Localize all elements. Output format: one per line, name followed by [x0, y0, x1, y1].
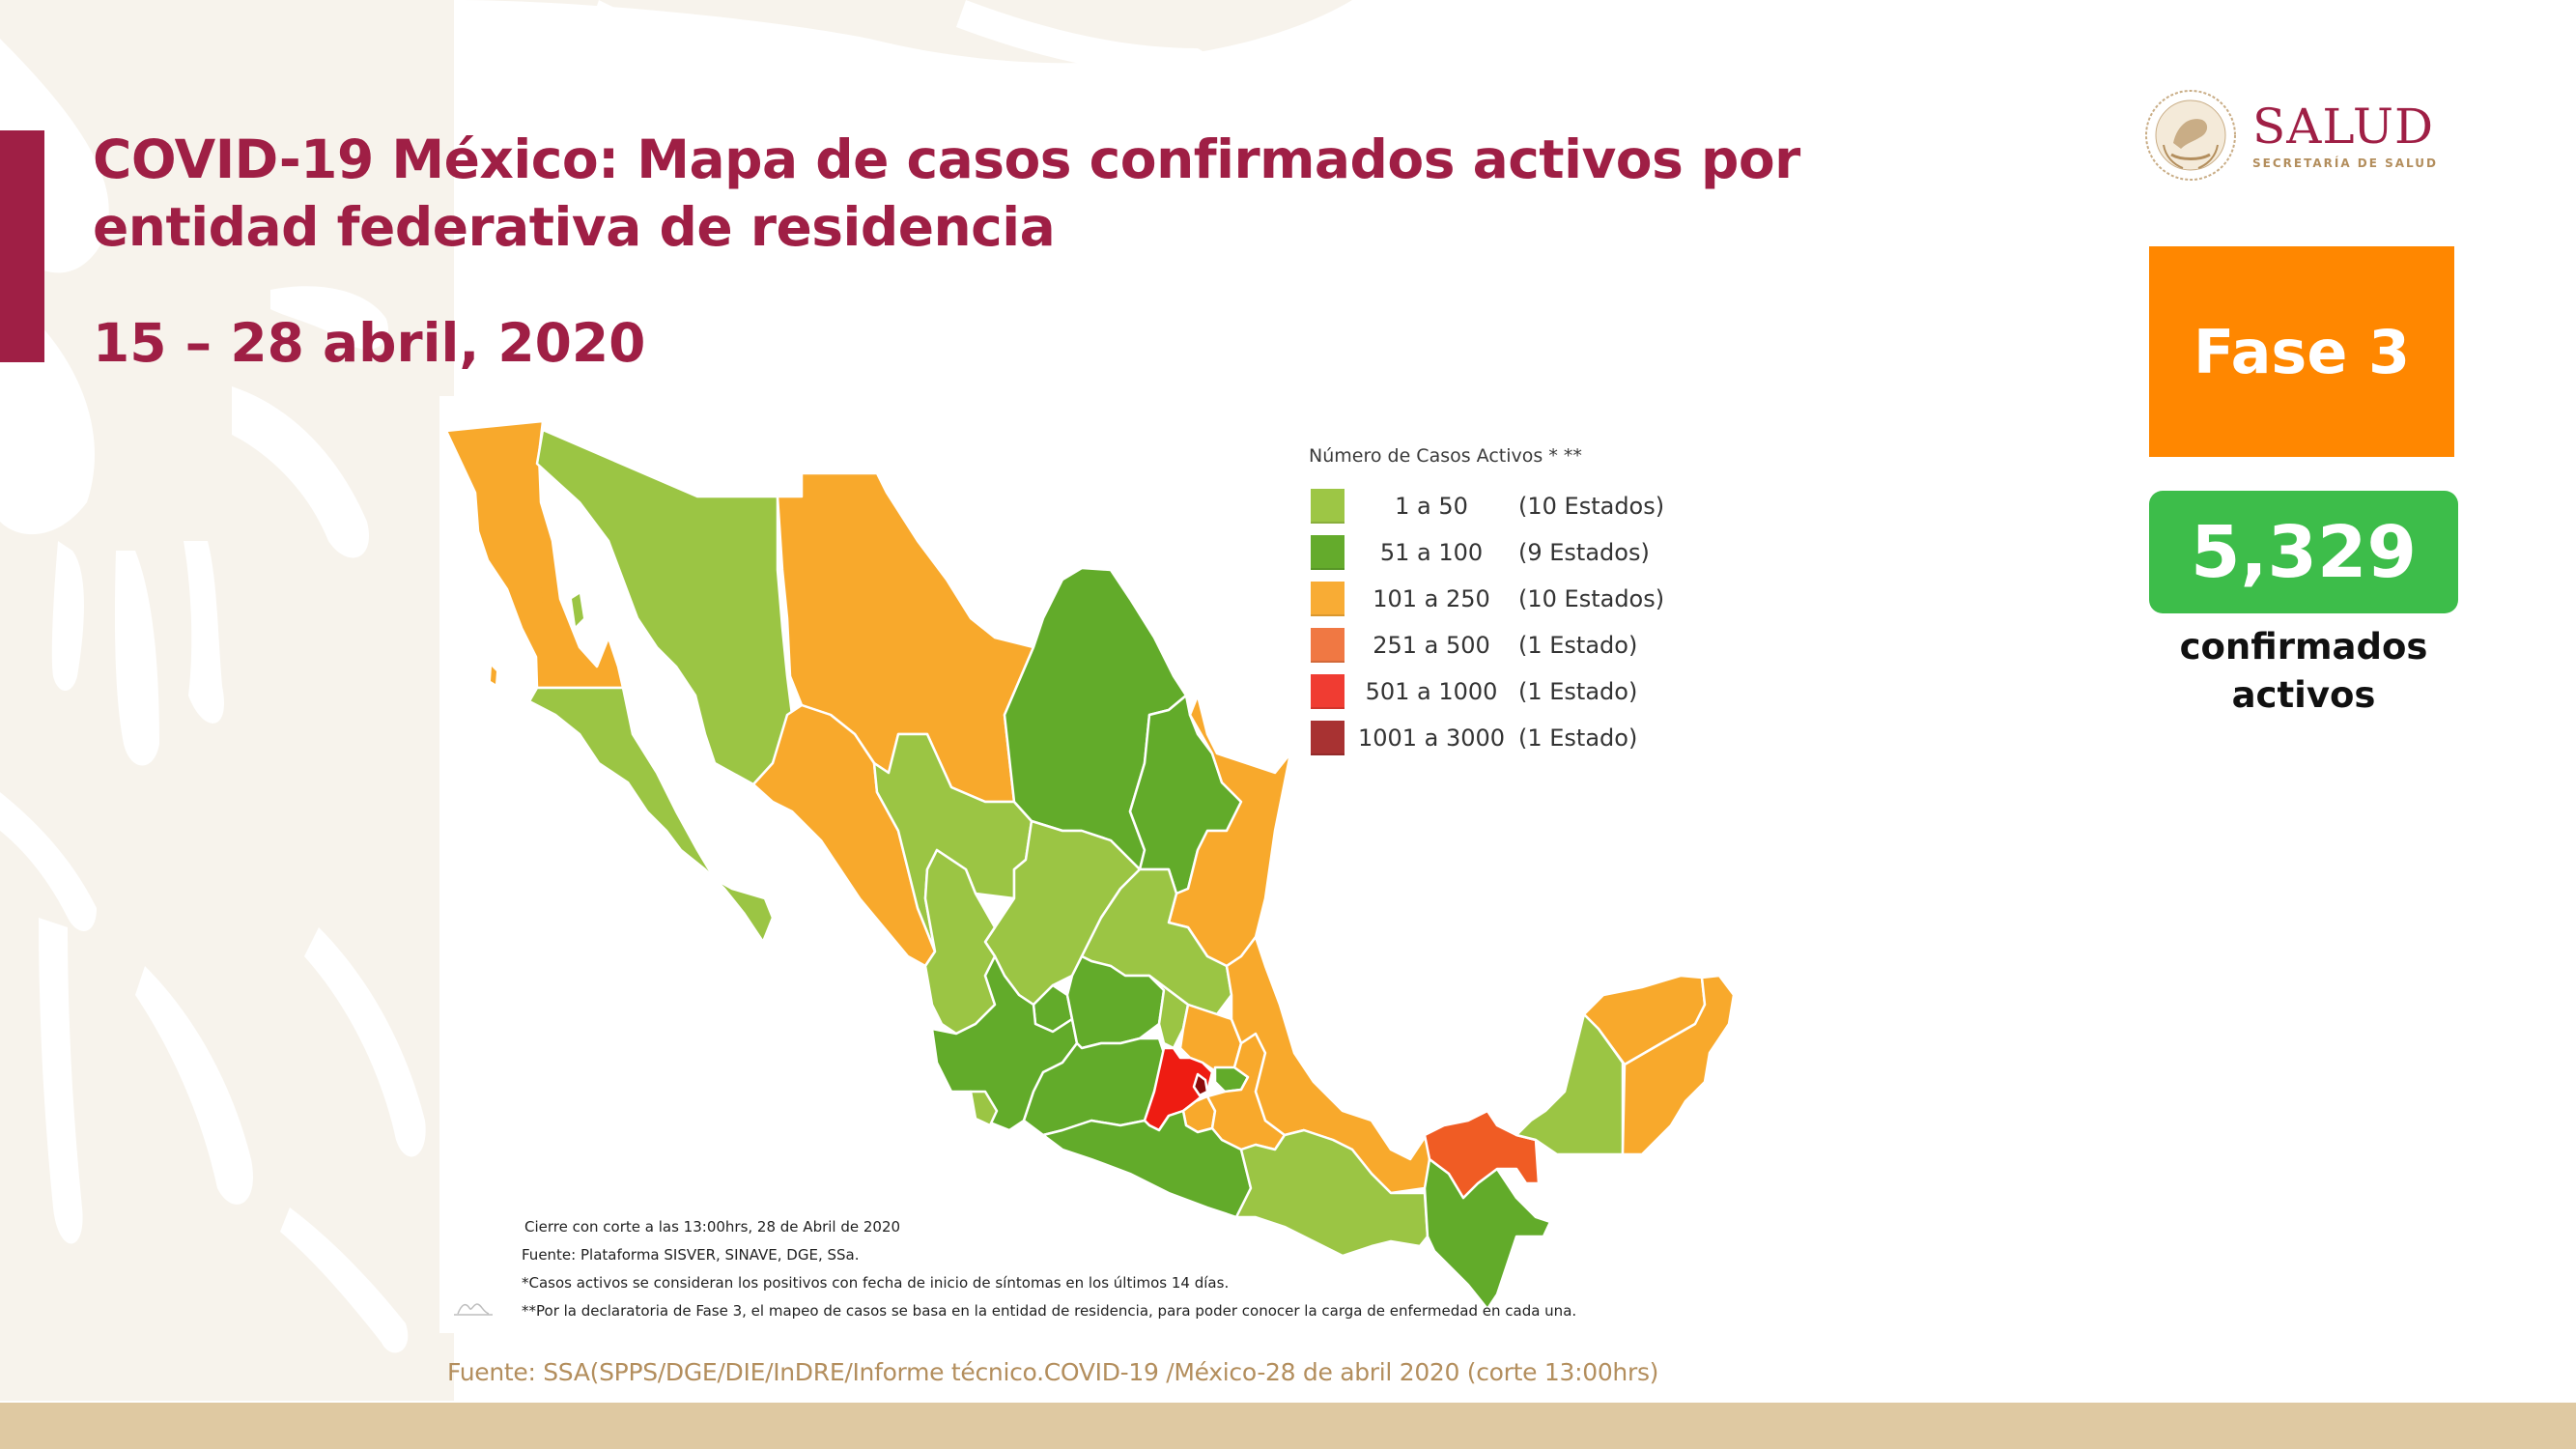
caption-line-2: activos [2231, 674, 2376, 716]
note-source: Fuente: Plataforma SISVER, SINAVE, DGE, … [522, 1246, 860, 1264]
legend-item: 251 a 500 (1 Estado) [1311, 622, 1697, 668]
island-tiburon [572, 594, 583, 626]
state-ciudad-de-mexico[interactable] [1192, 1072, 1209, 1097]
logo-wordmark: SALUD [2252, 99, 2435, 155]
salud-logo: SALUD SECRETARÍA DE SALUD [2142, 87, 2461, 184]
map-notes: Cierre con corte a las 13:00hrs, 28 de A… [522, 1213, 1576, 1325]
state-quintana-roo[interactable] [1621, 974, 1736, 1156]
map-panel [439, 396, 1782, 1333]
note-phase3: **Por la declaratoria de Fase 3, el mape… [522, 1302, 1577, 1320]
state-guerrero[interactable] [1041, 1109, 1253, 1219]
legend-swatch [1311, 535, 1345, 570]
legend-range: 51 a 100 [1379, 539, 1484, 566]
active-count-caption: confirmados activos [2110, 623, 2497, 720]
legend-swatch [1311, 489, 1345, 524]
state-tabasco[interactable] [1423, 1109, 1541, 1200]
background-pattern [0, 0, 1352, 1401]
legend-range: 1001 a 3000 [1357, 724, 1506, 752]
legend-range: 251 a 500 [1373, 632, 1490, 659]
state-guanajuato[interactable] [1065, 954, 1166, 1050]
title-line-1: COVID-19 México: Mapa de casos confirmad… [93, 128, 1800, 190]
legend-count: (9 Estados) [1518, 539, 1650, 566]
page-title: COVID-19 México: Mapa de casos confirmad… [93, 126, 1928, 261]
legend-count: (1 Estado) [1518, 632, 1638, 659]
legend-item: 501 a 1000 (1 Estado) [1311, 668, 1697, 715]
legend-item: 1 a 50 (10 Estados) [1311, 483, 1697, 529]
island-cedros [491, 667, 496, 684]
legend-count: (10 Estados) [1518, 585, 1665, 612]
mexico-choropleth-map [444, 419, 1736, 1311]
accent-bar [0, 130, 44, 362]
legend-range: 101 a 250 [1373, 585, 1490, 612]
legend-swatch [1311, 674, 1345, 709]
legend-swatch [1311, 582, 1345, 616]
state-colima[interactable] [969, 1090, 999, 1127]
logo-subtitle: SECRETARÍA DE SALUD [2252, 156, 2438, 170]
phase-badge: Fase 3 [2149, 246, 2454, 457]
legend-range: 1 a 50 [1395, 493, 1468, 520]
state-durango[interactable] [872, 732, 1033, 953]
legend-range: 501 a 1000 [1365, 678, 1498, 705]
legend-item: 101 a 250 (10 Estados) [1311, 576, 1697, 622]
note-cutoff: Cierre con corte a las 13:00hrs, 28 de A… [524, 1218, 901, 1236]
phase-label: Fase 3 [2193, 316, 2411, 387]
date-range: 15 – 28 abril, 2020 [93, 312, 646, 374]
legend-count: (1 Estado) [1518, 724, 1638, 752]
active-count-badge: 5,329 [2149, 491, 2458, 613]
mexico-coat-of-arms-icon [2145, 90, 2236, 181]
legend-item: 51 a 100 (9 Estados) [1311, 529, 1697, 576]
map-legend: Número de Casos Activos * ** 1 a 50 (10 … [1309, 442, 1697, 761]
source-citation: Fuente: SSA(SPPS/DGE/DIE/InDRE/Informe t… [447, 1358, 1659, 1386]
state-baja-california-sur[interactable] [527, 686, 775, 944]
state-baja-california[interactable] [444, 419, 625, 690]
mountain-icon [454, 1303, 493, 1316]
note-active-definition: *Casos activos se consideran los positiv… [522, 1274, 1230, 1292]
title-line-2: entidad federativa de residencia [93, 196, 1056, 258]
legend-title: Número de Casos Activos * ** [1309, 445, 1582, 467]
state-nayarit[interactable] [923, 848, 997, 1036]
legend-count: (10 Estados) [1518, 493, 1665, 520]
legend-swatch [1311, 721, 1345, 755]
caption-line-1: confirmados [2179, 626, 2428, 668]
active-count-value: 5,329 [2190, 510, 2418, 594]
footer-band [0, 1403, 2576, 1449]
legend-count: (1 Estado) [1518, 678, 1638, 705]
state-veracruz[interactable] [1225, 935, 1446, 1195]
state-sonora[interactable] [535, 428, 794, 786]
legend-item: 1001 a 3000 (1 Estado) [1311, 715, 1697, 761]
legend-swatch [1311, 628, 1345, 663]
island-angel-de-la-guarda [541, 584, 554, 628]
